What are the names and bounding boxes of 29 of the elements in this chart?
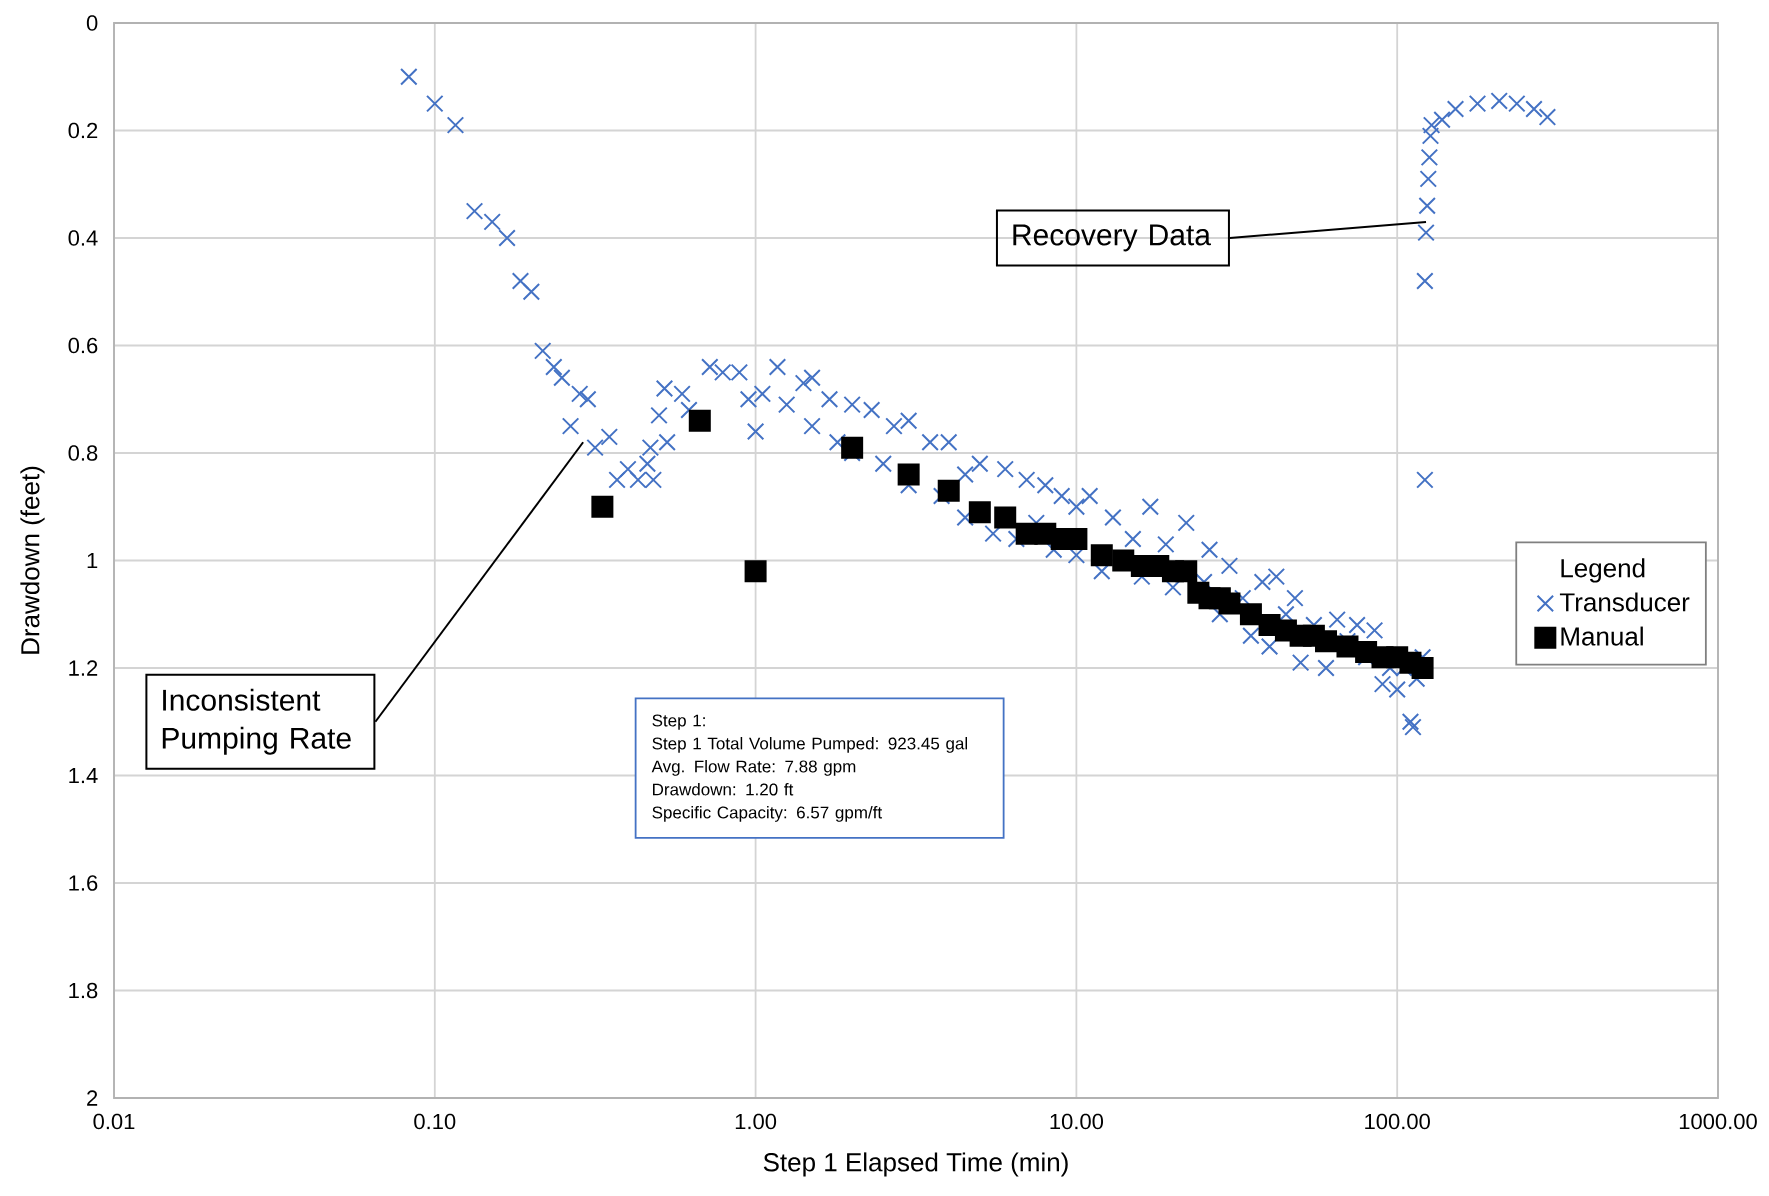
annotation: Avg. Flow Rate: 7.88 gpm — [651, 760, 856, 776]
y-axis-title: Drawdown (feet) — [20, 466, 45, 654]
annotation: Recovery Data — [1013, 224, 1211, 252]
y-tick-label: 0.4 — [68, 230, 98, 246]
x-tick-label: 0.10 — [414, 1113, 456, 1130]
y-tick-label: 1 — [87, 552, 98, 569]
annotation: Specific Capacity: 6.57 gpm/ft — [652, 806, 883, 822]
annotation: Inconsistent Pumping Rate — [162, 688, 351, 755]
x-axis-title: Step 1 Elapsed Time (min) — [763, 1152, 1068, 1177]
y-tick-label: 1.4 — [69, 767, 98, 784]
legend-label: Manual — [1561, 626, 1643, 646]
x-tick-label: 100.00 — [1365, 1113, 1430, 1130]
annotation: Step 1: — [652, 714, 705, 730]
legend-label: Transducer — [1559, 592, 1690, 612]
annotation: Drawdown: 1.20 ft — [653, 783, 794, 796]
y-tick-label: 0.8 — [68, 445, 98, 461]
y-tick-label: 1.6 — [69, 875, 98, 891]
legend-title: Legend — [1561, 558, 1645, 583]
annotation: Step 1 Total Volume Pumped: 923.45 gal — [652, 737, 968, 753]
x-tick-label: 1000.00 — [1679, 1113, 1757, 1130]
y-tick-label: 0.6 — [68, 337, 98, 354]
y-tick-label: 2 — [87, 1090, 98, 1106]
x-tick-label: 0.01 — [93, 1113, 135, 1130]
x-tick-label: 10.00 — [1050, 1113, 1104, 1130]
y-tick-label: 0 — [86, 15, 98, 31]
y-tick-label: 1.8 — [69, 982, 98, 999]
y-tick-label: 0.2 — [68, 122, 98, 139]
y-tick-label: 1.2 — [69, 660, 98, 676]
x-tick-label: 1.00 — [735, 1113, 777, 1130]
